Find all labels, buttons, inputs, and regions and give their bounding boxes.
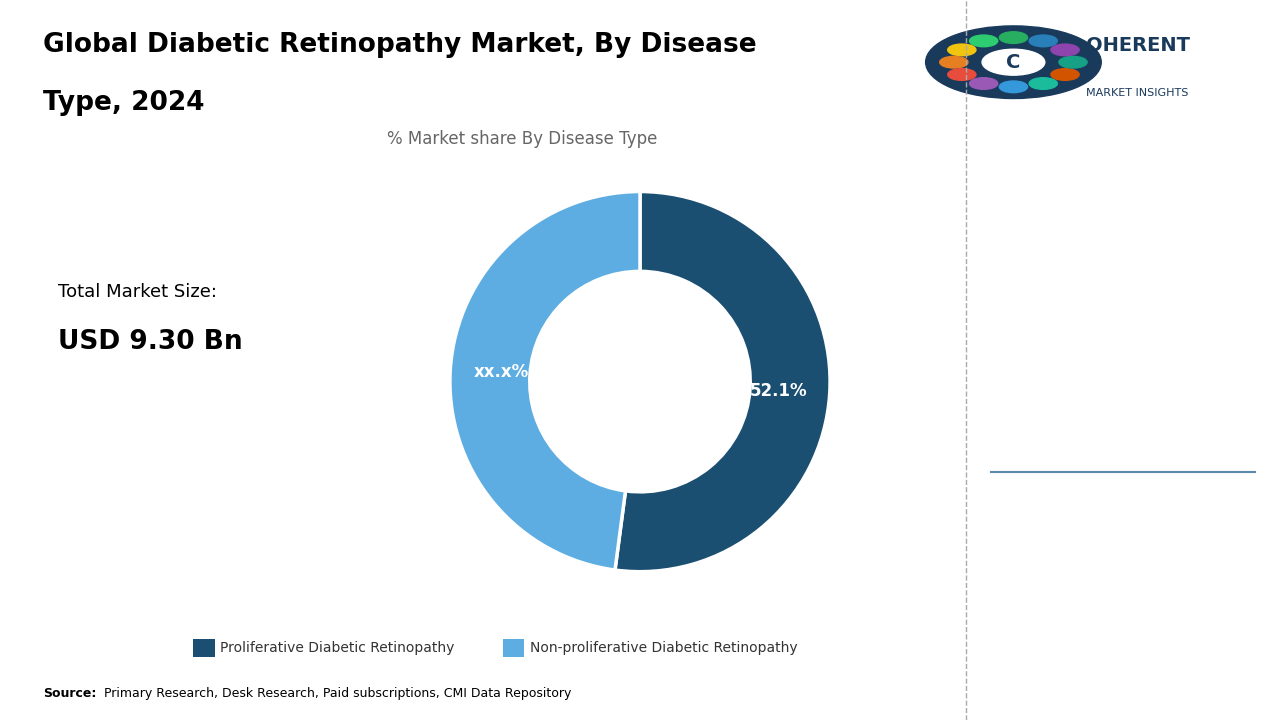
Text: Non-proliferative Diabetic Retinopathy: Non-proliferative Diabetic Retinopathy — [530, 641, 797, 655]
Text: Global Diabetic Retinopathy Market, By Disease: Global Diabetic Retinopathy Market, By D… — [44, 32, 756, 58]
Circle shape — [1051, 44, 1079, 55]
Text: Total Market Size:: Total Market Size: — [58, 282, 218, 301]
Circle shape — [969, 35, 998, 47]
Text: 52.1%: 52.1% — [998, 200, 1180, 253]
Wedge shape — [451, 192, 640, 570]
Circle shape — [925, 26, 1101, 99]
Text: Source:: Source: — [44, 687, 97, 700]
Text: MARKET INSIGHTS: MARKET INSIGHTS — [1085, 89, 1188, 99]
Text: xx.x%: xx.x% — [474, 364, 529, 382]
Wedge shape — [614, 192, 829, 572]
Text: 52.1%: 52.1% — [750, 382, 808, 400]
FancyBboxPatch shape — [503, 639, 524, 657]
Circle shape — [1029, 35, 1057, 47]
Text: Primary Research, Desk Research, Paid subscriptions, CMI Data Repository: Primary Research, Desk Research, Paid su… — [100, 687, 571, 700]
Text: Proliferative Diabetic Retinopathy: Proliferative Diabetic Retinopathy — [220, 641, 454, 655]
Text: Global Diabetic
Retinopathy
Market: Global Diabetic Retinopathy Market — [998, 502, 1231, 611]
Circle shape — [1029, 78, 1057, 89]
Circle shape — [947, 68, 975, 81]
Text: Proliferative Diabetic
Retinopathy: Proliferative Diabetic Retinopathy — [998, 283, 1181, 317]
Text: OHERENT: OHERENT — [1085, 36, 1189, 55]
FancyBboxPatch shape — [193, 639, 215, 657]
Text: % Market share By Disease Type: % Market share By Disease Type — [387, 130, 657, 148]
Text: USD 9.30 Bn: USD 9.30 Bn — [58, 329, 243, 355]
Circle shape — [947, 44, 975, 55]
Circle shape — [1000, 81, 1028, 93]
Text: Disease Type
- Estimated Market
Revenue Share, 2024: Disease Type - Estimated Market Revenue … — [998, 377, 1162, 432]
Circle shape — [1051, 68, 1079, 81]
Circle shape — [969, 78, 998, 89]
Circle shape — [1059, 56, 1087, 68]
Text: C: C — [1006, 53, 1020, 72]
Text: Type, 2024: Type, 2024 — [44, 90, 205, 116]
Circle shape — [1000, 32, 1028, 43]
Circle shape — [940, 56, 968, 68]
Circle shape — [982, 49, 1044, 75]
